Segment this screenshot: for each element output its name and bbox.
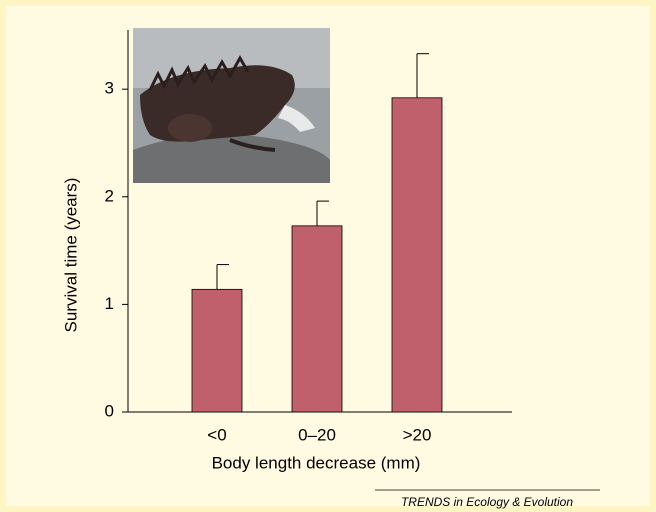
y-tick-label: 0 [105,401,114,420]
source: TRENDS in Ecology & Evolution [401,495,573,509]
x-tick-label: 0–20 [298,425,336,444]
x-tick-label: <0 [207,425,226,444]
bar [391,97,443,413]
y-tick-label: 2 [105,186,114,205]
inset-photo [133,28,330,183]
y-axis-label: Survival time (years) [61,178,80,333]
y-tick-label: 3 [105,79,114,98]
x-tick-label: >20 [403,425,432,444]
bar [191,288,243,413]
bar [291,225,343,413]
x-axis-label: Body length decrease (mm) [212,453,421,472]
y-tick-label: 1 [105,294,114,313]
